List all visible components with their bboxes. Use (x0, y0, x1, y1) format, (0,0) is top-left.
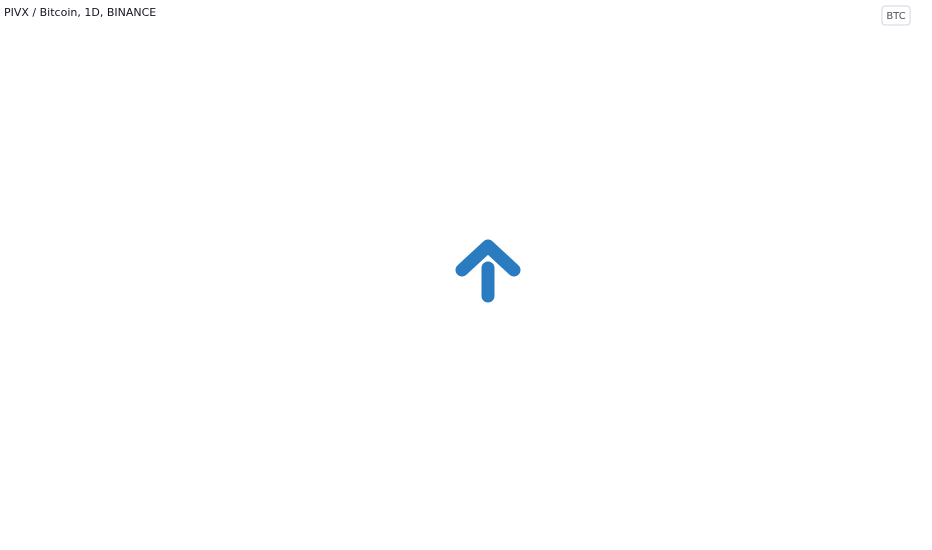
entry-arrow (455, 239, 521, 303)
currency-label: BTC (886, 11, 905, 22)
currency-badge[interactable] (881, 5, 911, 26)
symbol-title: PIVX / Bitcoin, 1D, BINANCE (4, 6, 156, 19)
header-bg (0, 2, 160, 22)
